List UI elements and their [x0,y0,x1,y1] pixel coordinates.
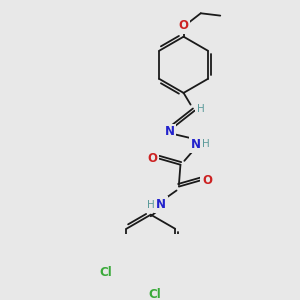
Text: O: O [147,152,157,165]
Text: N: N [164,125,175,138]
Text: O: O [202,174,212,187]
Text: N: N [191,138,201,151]
Text: H: H [202,140,209,149]
Text: Cl: Cl [100,266,112,279]
Text: O: O [178,19,189,32]
Text: H: H [147,200,155,209]
Text: N: N [156,198,166,211]
Text: Cl: Cl [148,288,161,300]
Text: H: H [197,103,205,113]
